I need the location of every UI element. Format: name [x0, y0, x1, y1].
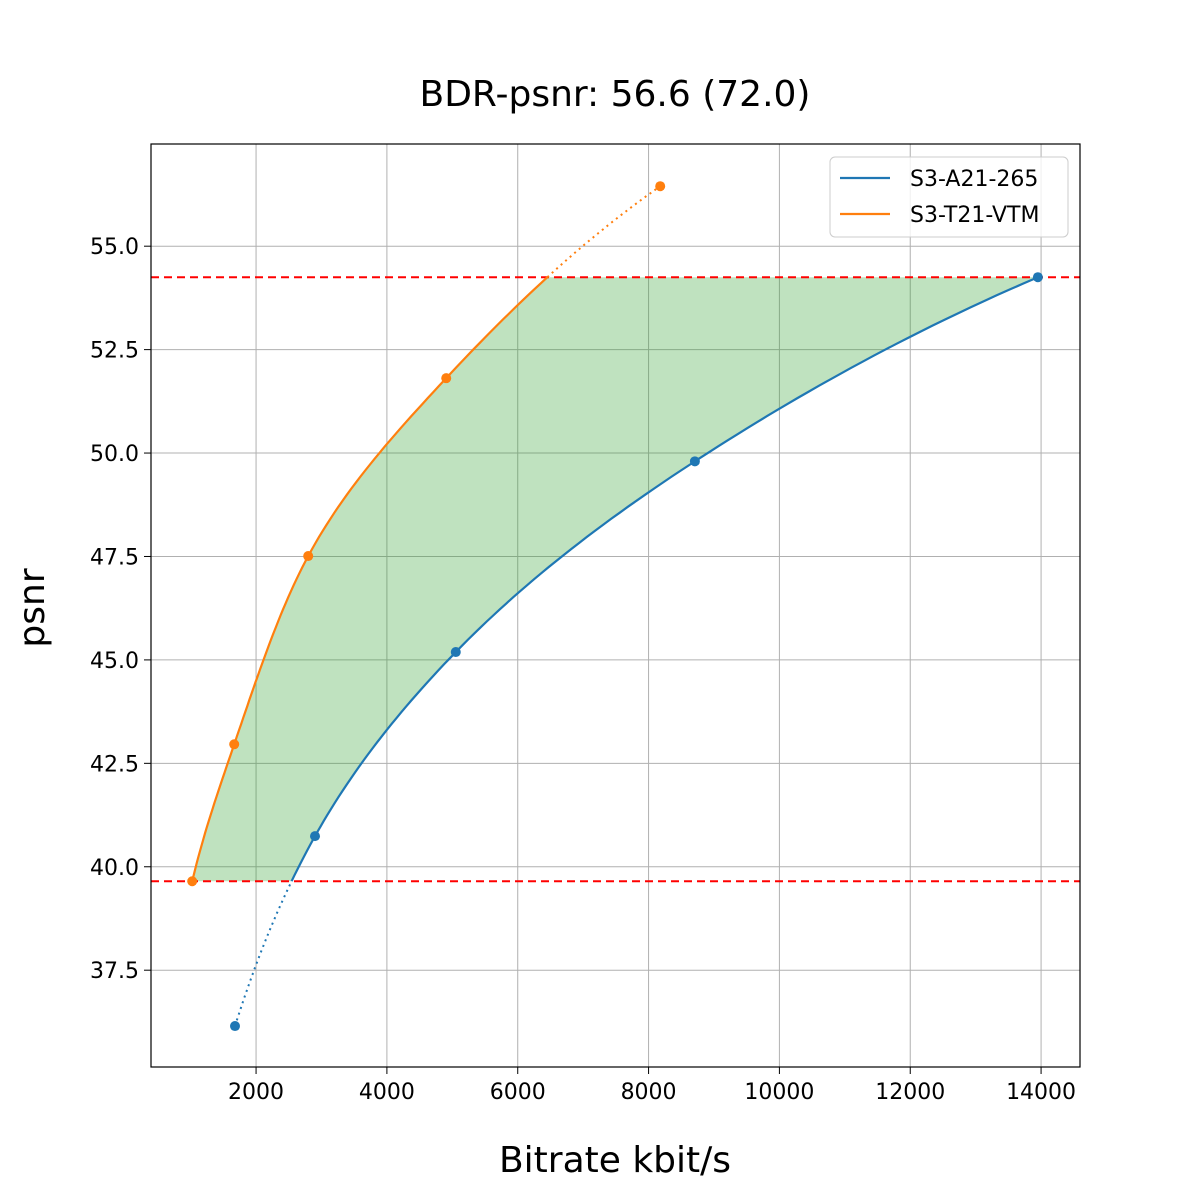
- data-point: [450, 647, 461, 658]
- series-group: [187, 181, 1043, 1032]
- legend: S3-A21-265 S3-T21-VTM: [829, 156, 1069, 238]
- x-tick-label: 8000: [621, 1080, 677, 1105]
- x-tick-label: 10000: [744, 1080, 814, 1105]
- data-point: [1032, 272, 1043, 283]
- data-point: [187, 876, 198, 887]
- series-line: [290, 276, 1039, 882]
- x-tick-label: 12000: [875, 1080, 945, 1105]
- data-point: [655, 181, 666, 192]
- plot-frame: [150, 143, 1081, 1068]
- data-point: [441, 373, 452, 384]
- legend-label: S3-T21-VTM: [910, 203, 1039, 228]
- y-tick-label: 45.0: [90, 649, 139, 674]
- x-tick-label: 6000: [490, 1080, 546, 1105]
- y-tick-label: 55.0: [90, 235, 139, 260]
- x-tick-label: 2000: [228, 1080, 284, 1105]
- grid: [151, 144, 1080, 1067]
- y-tick-label: 37.5: [90, 959, 139, 984]
- y-tick-label: 52.5: [90, 339, 139, 364]
- reference-lines: [151, 276, 1080, 883]
- legend-label: S3-A21-265: [910, 167, 1038, 192]
- fill-between: [192, 277, 1038, 882]
- ticks: 2000 4000 6000 8000 10000 12000 14000 37.5 40.0 4…: [90, 235, 1076, 1105]
- chart-title: BDR-psnr: 56.6 (72.0): [420, 74, 811, 115]
- x-tick-label: 4000: [359, 1080, 415, 1105]
- y-tick-label: 40.0: [90, 856, 139, 881]
- series-S3-A21-265: [229, 272, 1043, 1032]
- series-S3-T21-VTM: [187, 181, 666, 887]
- y-axis-label: psnr: [12, 568, 53, 647]
- data-point: [303, 551, 314, 562]
- x-axis-label: Bitrate kbit/s: [499, 1140, 731, 1181]
- x-tick-label: 14000: [1006, 1080, 1076, 1105]
- data-point: [689, 456, 700, 467]
- y-tick-label: 47.5: [90, 545, 139, 570]
- y-tick-label: 50.0: [90, 442, 139, 467]
- fill-area: [192, 277, 1038, 882]
- y-tick-label: 42.5: [90, 752, 139, 777]
- data-point: [229, 739, 240, 750]
- data-point: [229, 1021, 240, 1032]
- series-extrapolation-dotted: [234, 880, 293, 1027]
- data-point: [310, 831, 321, 842]
